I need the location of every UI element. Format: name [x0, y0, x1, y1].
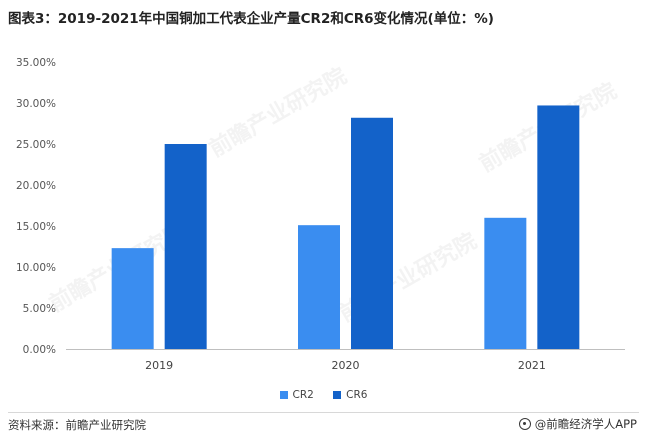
y-tick-label: 10.00% [16, 262, 56, 274]
bar-cr6-2020 [351, 117, 393, 349]
bar-cr6-2019 [164, 144, 207, 349]
y-tick-label: 25.00% [16, 139, 56, 151]
source-note: 资料来源：前瞻产业研究院 [8, 418, 146, 432]
chart-title: 图表3：2019-2021年中国铜加工代表企业产量CR2和CR6变化情况(单位：… [8, 11, 494, 27]
legend-swatch-cr6 [333, 391, 342, 399]
y-tick-label: 30.00% [16, 98, 56, 110]
y-tick-label: 20.00% [16, 180, 56, 192]
y-tick-label: 5.00% [23, 303, 56, 315]
brand-logo-icon [518, 418, 531, 430]
bar-cr6-2021 [537, 105, 580, 350]
y-tick-label: 0.00% [23, 344, 56, 356]
bar-cr2-2021 [484, 217, 527, 349]
brand-label: @前瞻经济学人APP [534, 417, 637, 431]
legend-item-cr6: CR6 [333, 389, 367, 401]
legend-item-cr2: CR2 [279, 389, 314, 401]
footer-divider [8, 412, 639, 413]
legend-label-cr2: CR2 [292, 389, 314, 401]
x-tick-label: 2019 [145, 359, 173, 372]
x-tick-label: 2021 [518, 359, 546, 372]
legend-swatch-cr2 [279, 391, 288, 399]
y-tick-label: 35.00% [16, 57, 56, 69]
brand-credit: @前瞻经济学人APP [518, 416, 637, 432]
legend-label-cr6: CR6 [346, 389, 368, 401]
legend: CR2 CR6 [0, 389, 647, 402]
x-tick-label: 2020 [332, 359, 360, 372]
bar-cr2-2020 [298, 225, 340, 349]
bar-cr2-2019 [111, 248, 154, 349]
y-tick-label: 15.00% [16, 221, 56, 233]
